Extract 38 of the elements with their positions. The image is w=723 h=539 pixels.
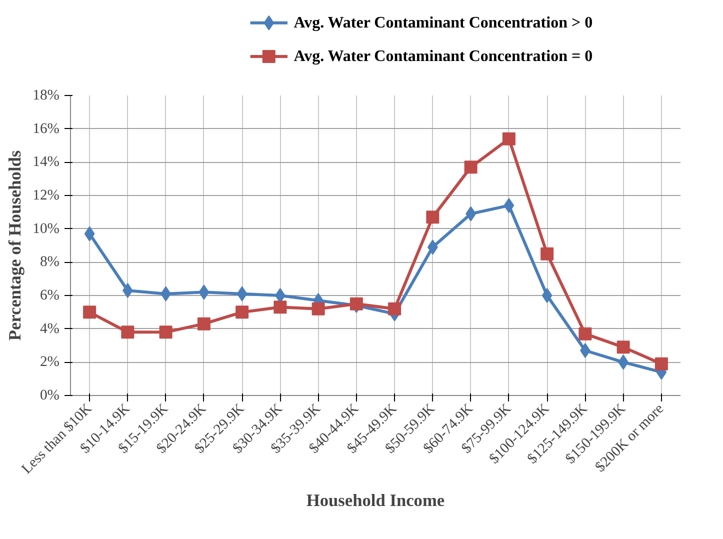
point [654,357,668,370]
point [542,288,552,303]
y-tick-label: 0% [40,388,60,404]
y-tick-label: 14% [32,154,60,170]
point [580,343,590,358]
point [616,340,630,354]
legend-label: Avg. Water Contaminant Concentration = 0 [294,48,593,65]
y-tick-label: 6% [40,288,60,304]
point [274,300,287,314]
point [83,306,96,319]
y-tick-label: 2% [40,354,60,370]
point [275,288,286,303]
point [350,297,363,310]
point [540,247,554,260]
y-axis-title: Percentage of Households [6,150,25,341]
point [464,160,478,174]
point [312,302,325,316]
y-tick-label: 16% [32,120,60,137]
point [426,210,440,224]
point [388,302,402,316]
legend-label: Avg. Water Contaminant Concentration > 0 [294,14,593,32]
point [198,284,210,300]
point [502,132,516,146]
point [121,326,134,339]
y-tick-label: 8% [40,254,60,270]
point [504,198,514,213]
point [236,286,248,302]
y-tick-label: 10% [32,220,60,237]
y-tick-label: 18% [32,88,60,104]
point [578,327,592,340]
x-axis-title: Household Income [306,490,445,510]
y-tick-label: 4% [40,320,60,337]
point [84,226,95,242]
point [159,326,172,339]
point [197,317,210,330]
y-tick-label: 12% [32,188,60,204]
point [236,306,249,319]
point [122,283,133,298]
